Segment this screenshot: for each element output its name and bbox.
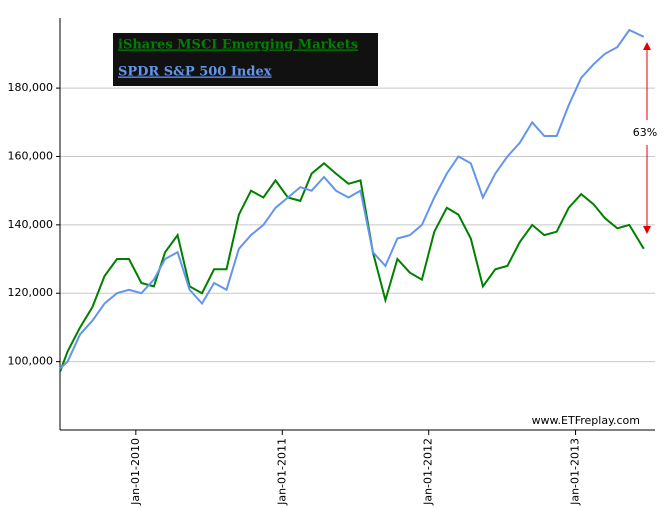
x-tick-label: Jan-01-2011 <box>275 438 288 506</box>
x-tick-label: Jan-01-2012 <box>422 438 435 506</box>
x-tick-label: Jan-01-2010 <box>129 438 142 506</box>
y-tick-label: 100,000 <box>8 355 54 368</box>
legend-entry: iShares MSCI Emerging Markets <box>118 38 358 53</box>
y-tick-label: 180,000 <box>8 81 54 94</box>
series-line <box>59 161 645 373</box>
series-line <box>59 28 645 370</box>
x-tick-label: Jan-01-2013 <box>569 438 582 506</box>
y-tick-label: 140,000 <box>8 218 54 231</box>
y-tick-label: 160,000 <box>8 149 54 162</box>
legend-entry: SPDR S&P 500 Index <box>118 65 272 80</box>
watermark: www.ETFreplay.com <box>532 414 640 427</box>
annotation: 63% <box>633 126 657 139</box>
y-tick-label: 120,000 <box>8 286 54 299</box>
legend-box <box>113 33 378 86</box>
